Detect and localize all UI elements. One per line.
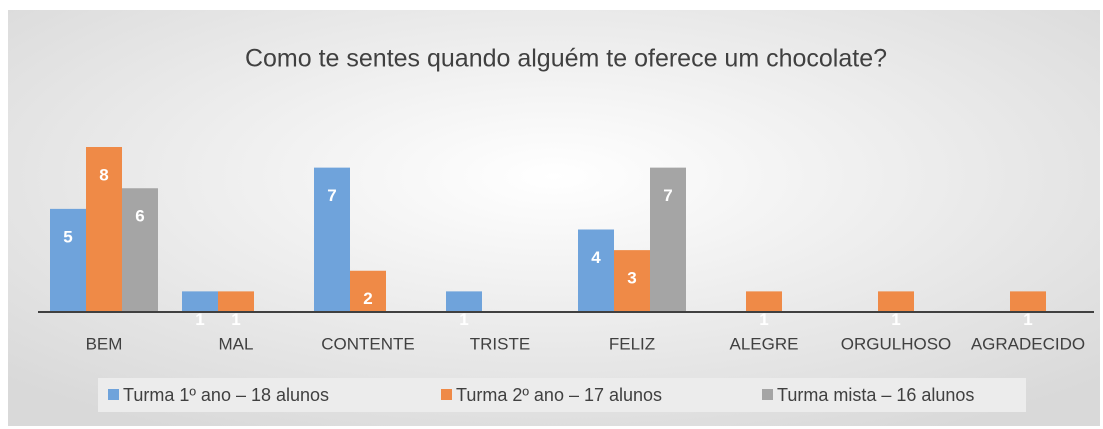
data-label: 1 [891, 310, 900, 329]
x-tick-label: MAL [219, 334, 254, 353]
data-label: 1 [1023, 310, 1032, 329]
legend-box [98, 378, 1026, 412]
bar [746, 291, 782, 312]
legend-label: Turma 1º ano – 18 alunos [123, 385, 329, 405]
data-label: 3 [627, 269, 636, 288]
chart-title: Como te sentes quando alguém te oferece … [245, 45, 887, 73]
data-label: 7 [663, 186, 672, 205]
x-tick-label: ORGULHOSO [841, 334, 952, 353]
x-tick-label: BEM [86, 334, 123, 353]
bar [218, 291, 254, 312]
bar [578, 229, 614, 312]
data-label: 1 [231, 310, 240, 329]
bar [878, 291, 914, 312]
bar [446, 291, 482, 312]
data-label: 2 [363, 289, 372, 308]
legend-swatch [441, 389, 452, 400]
bar [50, 208, 86, 312]
bar [182, 291, 218, 312]
data-label: 1 [195, 310, 204, 329]
x-tick-label: FELIZ [609, 334, 655, 353]
data-label: 6 [135, 207, 144, 226]
data-label: 8 [99, 165, 108, 184]
chart-area [8, 10, 1100, 426]
bar [350, 270, 386, 312]
x-tick-label: CONTENTE [321, 334, 415, 353]
legend-swatch [762, 389, 773, 400]
data-label: 1 [759, 310, 768, 329]
data-label: 7 [327, 186, 336, 205]
legend-label: Turma mista – 16 alunos [777, 385, 974, 405]
data-label: 4 [591, 248, 601, 267]
data-label: 5 [63, 227, 72, 246]
x-tick-label: TRISTE [470, 334, 530, 353]
x-tick-label: AGRADECIDO [971, 334, 1085, 353]
legend-swatch [108, 389, 119, 400]
bar [314, 167, 350, 312]
bar [86, 147, 122, 312]
bar [1010, 291, 1046, 312]
x-tick-label: ALEGRE [730, 334, 799, 353]
bar [650, 167, 686, 312]
legend-label: Turma 2º ano – 17 alunos [456, 385, 662, 405]
bar [614, 250, 650, 312]
bar [122, 188, 158, 312]
data-label: 1 [459, 310, 468, 329]
